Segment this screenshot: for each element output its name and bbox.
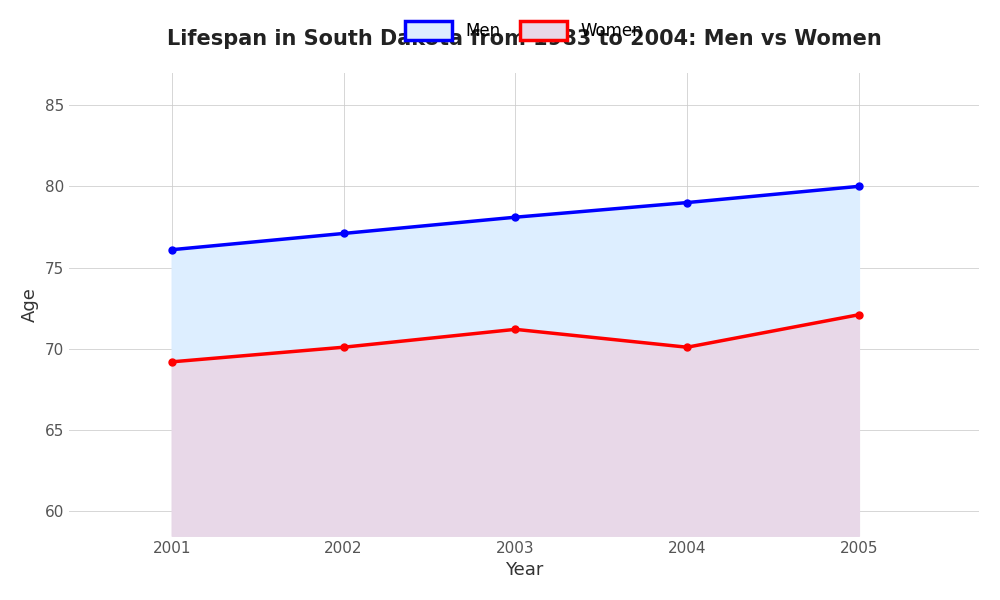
X-axis label: Year: Year [505, 561, 543, 579]
Legend: Men, Women: Men, Women [405, 20, 643, 40]
Y-axis label: Age: Age [21, 287, 39, 322]
Title: Lifespan in South Dakota from 1983 to 2004: Men vs Women: Lifespan in South Dakota from 1983 to 20… [167, 29, 881, 49]
